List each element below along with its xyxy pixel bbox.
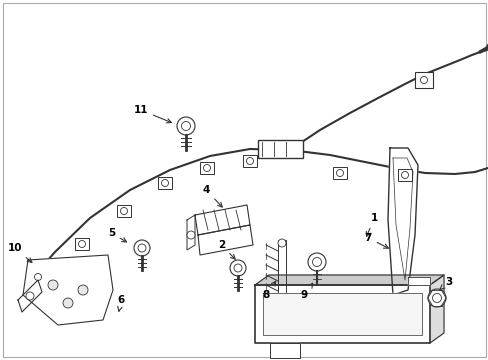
Polygon shape bbox=[18, 280, 42, 312]
Polygon shape bbox=[263, 293, 421, 335]
Bar bbox=[75, 238, 89, 250]
Circle shape bbox=[307, 253, 325, 271]
Polygon shape bbox=[44, 270, 87, 309]
Text: 4: 4 bbox=[202, 185, 222, 207]
Polygon shape bbox=[186, 215, 195, 250]
Circle shape bbox=[186, 231, 195, 239]
Circle shape bbox=[401, 171, 407, 179]
Circle shape bbox=[134, 240, 150, 256]
Circle shape bbox=[336, 170, 343, 176]
Circle shape bbox=[161, 180, 168, 186]
Polygon shape bbox=[43, 271, 78, 314]
Circle shape bbox=[63, 298, 73, 308]
Bar bbox=[414, 72, 432, 88]
Circle shape bbox=[246, 158, 253, 165]
Text: 9: 9 bbox=[300, 283, 312, 300]
Circle shape bbox=[48, 280, 58, 290]
Circle shape bbox=[312, 257, 321, 266]
Circle shape bbox=[35, 274, 41, 280]
Polygon shape bbox=[254, 285, 429, 343]
Bar bbox=[31, 271, 45, 283]
Circle shape bbox=[234, 264, 242, 272]
Bar bbox=[243, 155, 257, 167]
Text: 10: 10 bbox=[7, 243, 32, 262]
Polygon shape bbox=[47, 264, 103, 281]
Polygon shape bbox=[269, 343, 299, 358]
Polygon shape bbox=[387, 148, 417, 295]
Bar bbox=[397, 169, 411, 181]
Polygon shape bbox=[198, 225, 252, 255]
Circle shape bbox=[79, 240, 85, 248]
Polygon shape bbox=[23, 255, 113, 325]
Text: 3: 3 bbox=[439, 277, 451, 289]
Circle shape bbox=[177, 117, 195, 135]
Text: 2: 2 bbox=[217, 240, 235, 259]
Bar bbox=[200, 162, 214, 174]
Circle shape bbox=[203, 165, 210, 171]
Polygon shape bbox=[254, 275, 443, 285]
Text: 6: 6 bbox=[118, 295, 125, 311]
Polygon shape bbox=[407, 277, 429, 285]
Text: 11: 11 bbox=[133, 105, 171, 123]
Circle shape bbox=[427, 289, 445, 307]
Bar bbox=[117, 205, 131, 217]
Polygon shape bbox=[195, 205, 249, 235]
Circle shape bbox=[181, 122, 190, 130]
Bar bbox=[332, 167, 346, 179]
Polygon shape bbox=[47, 269, 100, 290]
Circle shape bbox=[78, 285, 88, 295]
Circle shape bbox=[420, 77, 427, 84]
Polygon shape bbox=[429, 275, 443, 343]
Text: 5: 5 bbox=[107, 228, 126, 242]
Circle shape bbox=[138, 244, 146, 252]
Circle shape bbox=[120, 207, 127, 215]
Text: 8: 8 bbox=[262, 281, 275, 300]
Text: 1: 1 bbox=[366, 213, 377, 236]
Circle shape bbox=[431, 293, 441, 302]
Polygon shape bbox=[278, 240, 285, 298]
Circle shape bbox=[26, 292, 34, 300]
Circle shape bbox=[278, 239, 285, 247]
Circle shape bbox=[229, 260, 245, 276]
Bar bbox=[258, 140, 303, 158]
Polygon shape bbox=[45, 270, 95, 301]
Bar bbox=[158, 177, 172, 189]
Text: 7: 7 bbox=[364, 233, 387, 248]
